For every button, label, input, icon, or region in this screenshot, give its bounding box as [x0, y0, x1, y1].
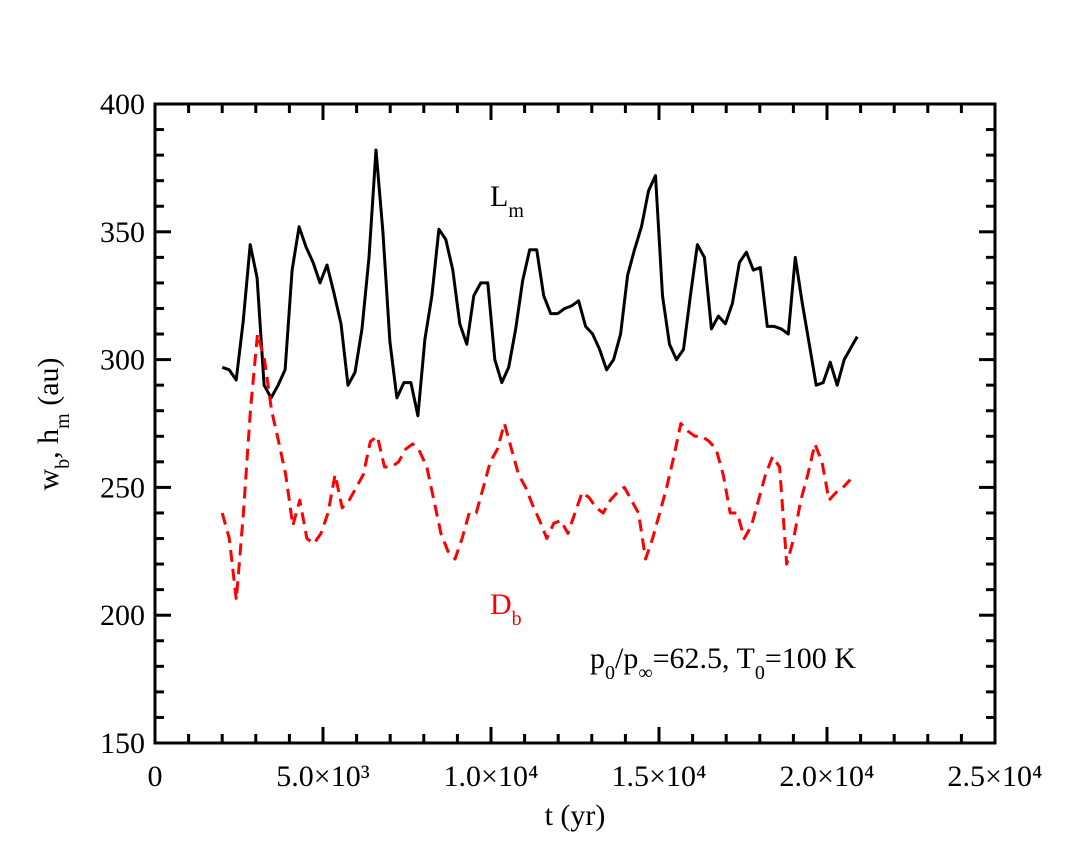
- x-tick-label: 5.0×10³: [276, 760, 369, 793]
- text-part: w: [32, 469, 65, 491]
- text-part: 0: [755, 662, 765, 684]
- text-part: b: [52, 459, 74, 469]
- text-part: , h: [32, 429, 65, 459]
- text-part: m: [52, 413, 74, 429]
- x-tick-label: 2.0×10⁴: [780, 760, 875, 793]
- y-tick-label: 150: [100, 727, 145, 760]
- text-part: p: [590, 642, 605, 675]
- annotation: Lm: [490, 180, 524, 222]
- y-tick-label: 200: [100, 599, 145, 632]
- x-axis-label: t (yr): [545, 799, 606, 832]
- y-axis-label: wb, hm (au): [32, 357, 74, 490]
- y-tick-label: 300: [100, 344, 145, 377]
- text-part: =100 K: [765, 642, 856, 675]
- plot-frame: [153, 102, 997, 745]
- y-tick-label: 400: [100, 88, 145, 121]
- x-tick-label: 2.5×10⁴: [948, 760, 1043, 793]
- text-part: /p: [615, 642, 638, 675]
- text-part: 0: [605, 662, 615, 684]
- x-tick-label: 1.0×10⁴: [444, 760, 539, 793]
- annotation: p0/p∞=62.5, T0=100 K: [590, 642, 856, 684]
- text-part: m: [508, 200, 524, 222]
- text-part: L: [490, 180, 508, 213]
- annotation: Db: [490, 588, 522, 630]
- data-line: [221, 148, 859, 418]
- text-part: ∞: [638, 662, 652, 684]
- y-tick-label: 350: [100, 216, 145, 249]
- text-part: b: [512, 608, 522, 630]
- data-line: [220, 332, 852, 602]
- text-part: =62.5, T: [653, 642, 755, 675]
- x-tick-label: 1.5×10⁴: [612, 760, 707, 793]
- text-part: (au): [32, 357, 65, 413]
- y-tick-label: 250: [100, 471, 145, 504]
- text-part: D: [490, 588, 512, 621]
- x-tick-label: 0: [148, 760, 163, 793]
